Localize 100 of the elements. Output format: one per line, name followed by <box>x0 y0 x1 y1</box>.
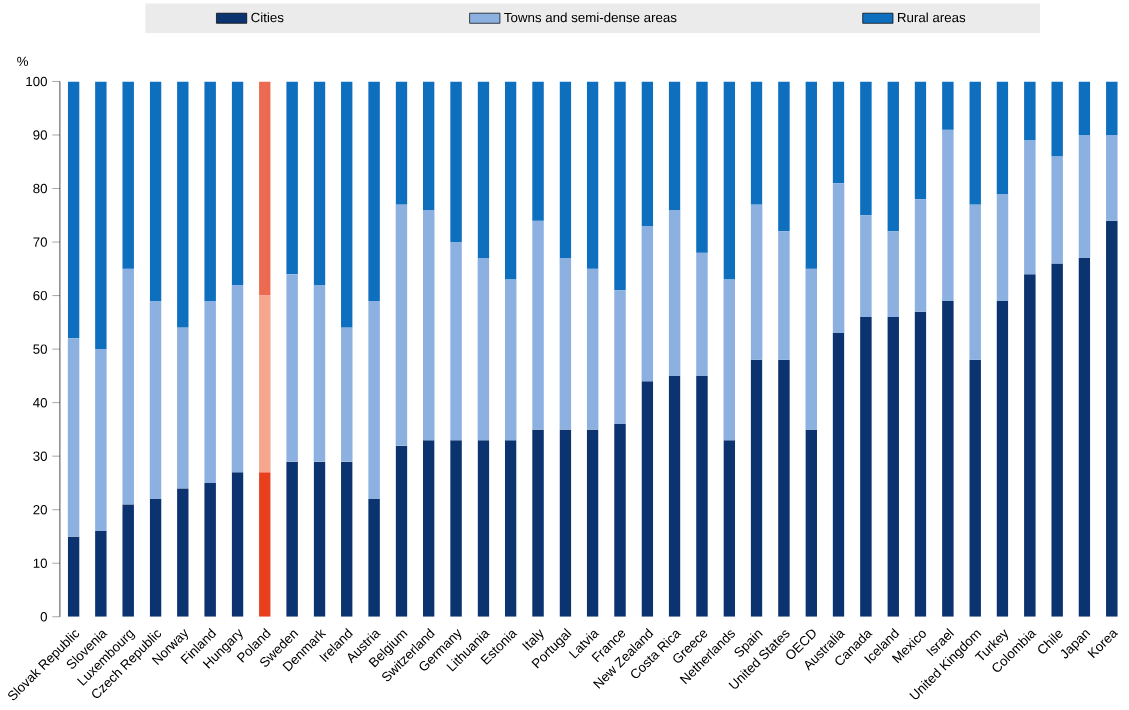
bar <box>477 440 490 617</box>
bar <box>887 231 899 318</box>
bar <box>286 81 298 275</box>
bar <box>149 499 162 617</box>
bar <box>450 81 462 243</box>
bar <box>860 215 872 318</box>
bar <box>313 461 326 617</box>
bar <box>723 81 736 280</box>
bar <box>423 210 435 441</box>
y-tick-label: 70 <box>33 237 47 247</box>
bar <box>95 349 107 532</box>
y-tick-label: 50 <box>33 344 47 354</box>
bar <box>614 424 626 617</box>
legend-label: Towns and semi-dense areas <box>504 12 677 23</box>
bar <box>942 301 954 617</box>
bar <box>696 81 708 253</box>
bar <box>204 81 216 302</box>
bar <box>95 81 107 350</box>
bar <box>286 274 298 462</box>
bar <box>67 81 80 339</box>
bar <box>696 376 708 617</box>
y-tick-label: 10 <box>33 558 47 569</box>
bar <box>668 210 681 377</box>
bar <box>95 531 107 617</box>
bar <box>149 301 162 500</box>
bar <box>341 81 353 328</box>
bar <box>778 359 790 617</box>
bar <box>231 81 244 286</box>
bar <box>177 488 189 617</box>
bar <box>723 279 736 441</box>
bar <box>395 81 408 205</box>
bar <box>122 81 134 269</box>
bar <box>805 429 817 617</box>
bar <box>204 483 216 617</box>
y-tick-label: 30 <box>33 451 47 462</box>
bar <box>423 440 435 617</box>
bar <box>231 472 244 617</box>
y-tick-label: 90 <box>33 130 47 140</box>
bar <box>1078 135 1091 259</box>
bar <box>696 252 708 377</box>
bar <box>1078 81 1091 136</box>
bar <box>67 536 80 617</box>
bar <box>67 338 80 537</box>
bar <box>778 231 790 360</box>
bar <box>750 81 763 205</box>
bar <box>504 279 517 441</box>
bar <box>586 429 599 617</box>
bar <box>805 268 817 430</box>
bar <box>1106 220 1118 617</box>
y-tick-label: 20 <box>33 505 47 515</box>
bar <box>996 301 1009 617</box>
bar <box>914 199 927 312</box>
bar <box>860 317 872 617</box>
bar <box>586 81 599 269</box>
bar <box>914 81 927 200</box>
bar <box>750 359 763 617</box>
bar <box>341 327 353 462</box>
bar <box>914 311 927 617</box>
bar <box>368 301 380 500</box>
bar <box>860 81 872 216</box>
bar <box>177 327 189 489</box>
bar <box>286 461 298 617</box>
bar <box>832 183 845 334</box>
bar <box>559 81 572 259</box>
bar <box>942 81 954 130</box>
bar <box>723 440 736 617</box>
y-tick-label: 100 <box>26 76 47 87</box>
bar <box>1078 258 1091 617</box>
bar <box>641 81 654 227</box>
y-tick-label: 0 <box>40 612 47 622</box>
bar <box>1106 135 1118 221</box>
bar <box>395 204 408 446</box>
bar <box>1106 81 1118 136</box>
bar <box>532 81 544 221</box>
bar <box>805 81 817 269</box>
bar <box>149 81 162 302</box>
bar <box>1024 274 1036 617</box>
bar <box>832 81 845 184</box>
bar <box>313 285 326 462</box>
bar <box>668 81 681 211</box>
bar <box>996 81 1009 195</box>
bar <box>395 445 408 617</box>
bar <box>641 226 654 382</box>
bar <box>450 440 462 617</box>
legend-label: Cities <box>251 12 284 23</box>
bar <box>887 81 899 232</box>
bar <box>641 381 654 617</box>
y-tick-label: 40 <box>33 398 47 408</box>
bar <box>231 285 244 473</box>
bar <box>504 81 517 280</box>
bar <box>614 81 626 291</box>
bar <box>204 301 216 484</box>
bar <box>586 268 599 430</box>
bar <box>559 429 572 617</box>
bar <box>1051 263 1063 617</box>
bar <box>532 429 544 617</box>
bar <box>969 359 981 617</box>
bar <box>778 81 790 232</box>
bar <box>969 204 981 360</box>
bar <box>887 317 899 617</box>
